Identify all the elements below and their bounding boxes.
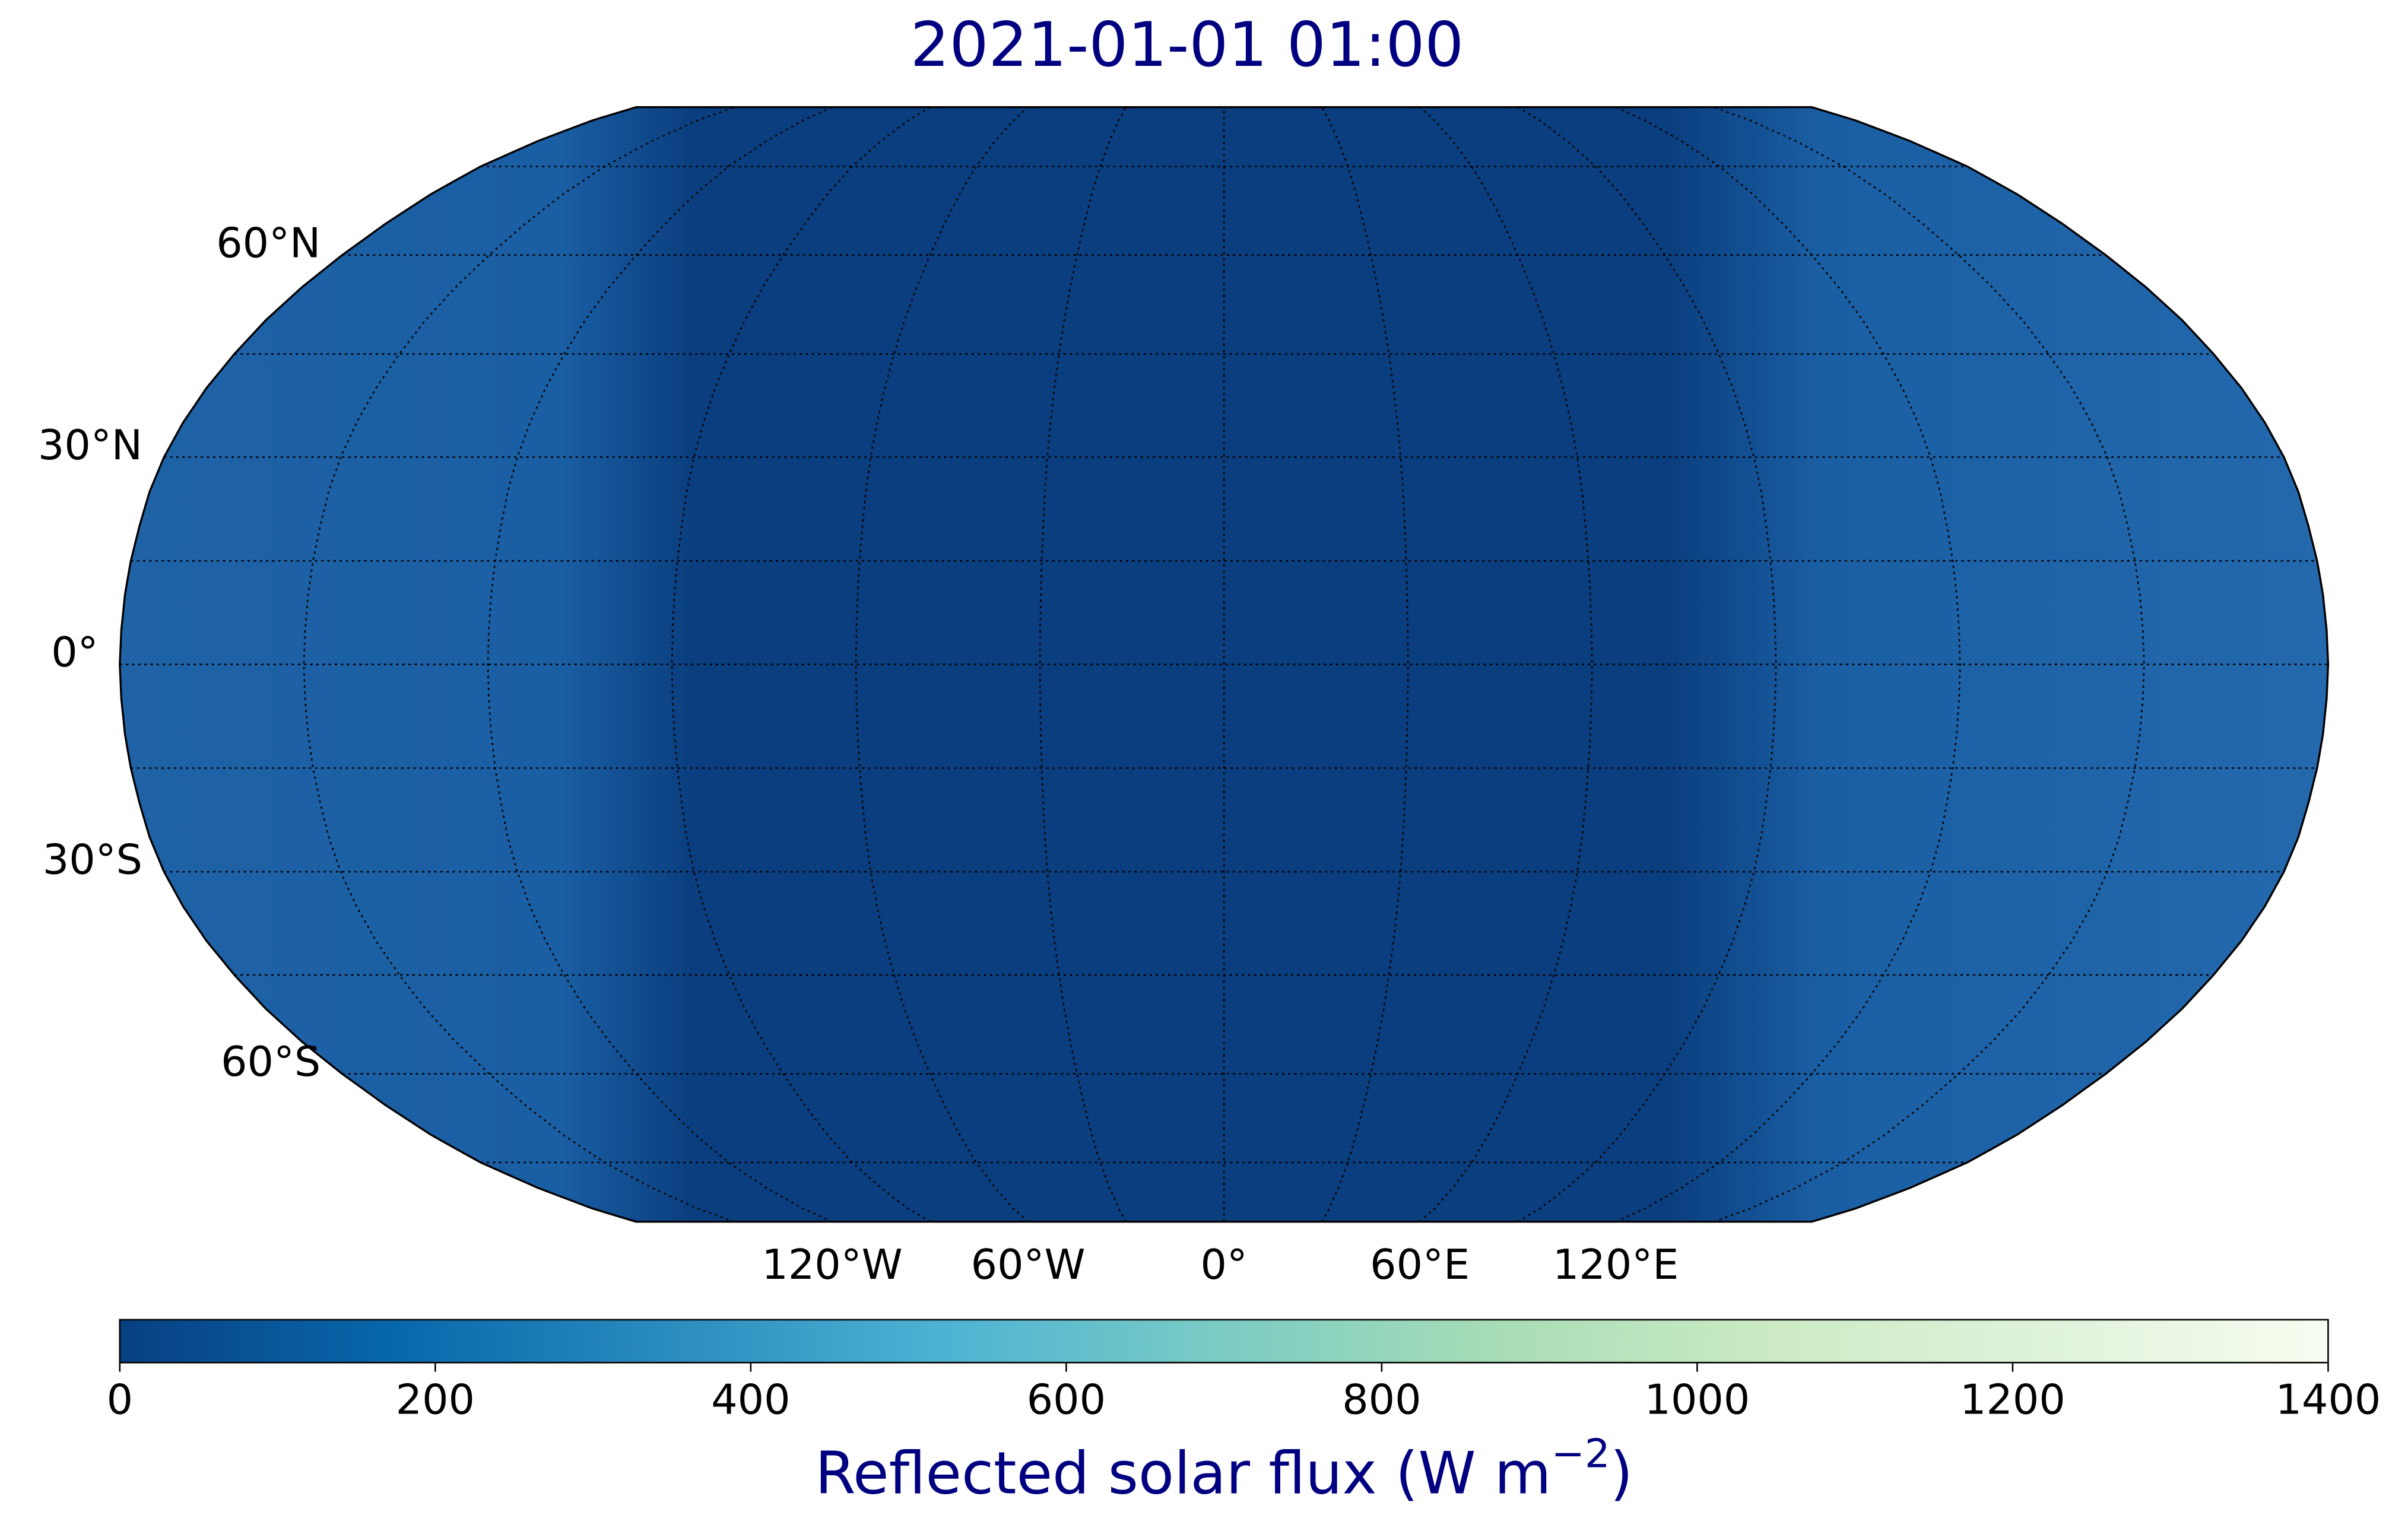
- lon-label: 0°: [1200, 1241, 1247, 1289]
- lat-label: 60°S: [221, 1038, 321, 1086]
- lat-label: 30°N: [38, 421, 142, 469]
- lat-label: 30°S: [43, 836, 142, 884]
- colorbar-tick-label: 800: [1342, 1376, 1421, 1424]
- meridian: [1039, 106, 1127, 1222]
- lat-label: 60°N: [216, 219, 321, 267]
- map-surface: [119, 107, 2328, 1222]
- map-outline: [119, 106, 2330, 1223]
- colorbar-tick-label: 1400: [2276, 1376, 2381, 1424]
- colorbar: [119, 1319, 2329, 1364]
- meridian: [303, 106, 735, 1223]
- meridian: [1419, 106, 1593, 1222]
- colorbar-tick-label: 1000: [1645, 1376, 1750, 1424]
- meridian: [1615, 106, 1961, 1223]
- colorbar-tick-label: 600: [1027, 1376, 1106, 1424]
- lon-label: 120°E: [1553, 1241, 1679, 1289]
- chart-title: 2021-01-01 01:00: [910, 9, 1464, 81]
- colorbar-tick-label: 0: [107, 1376, 133, 1424]
- lon-label: 60°W: [971, 1241, 1086, 1289]
- label-exponent: −2: [1552, 1430, 1610, 1476]
- colorbar-label: Reflected solar flux (W m−2): [815, 1430, 1633, 1507]
- colorbar-tick-label: 1200: [1960, 1376, 2066, 1424]
- meridian: [671, 106, 931, 1222]
- lat-label: 0°: [51, 628, 98, 676]
- colorbar-tick-label: 400: [711, 1376, 790, 1424]
- meridian: [487, 106, 833, 1223]
- meridian: [1713, 106, 2145, 1223]
- label-text: Reflected solar flux (W m: [815, 1440, 1551, 1508]
- colorbar-tick-label: 200: [396, 1376, 475, 1424]
- meridian: [855, 106, 1029, 1222]
- lon-label: 60°E: [1370, 1241, 1470, 1289]
- meridian: [1517, 106, 1777, 1222]
- map: 60°N 30°N 0° 30°S 60°S 120°W 60°W 0° 60°E 120°E: [38, 106, 2330, 1289]
- label-text: ): [1610, 1440, 1633, 1508]
- lon-label: 120°W: [762, 1241, 902, 1289]
- meridian: [1321, 106, 1409, 1222]
